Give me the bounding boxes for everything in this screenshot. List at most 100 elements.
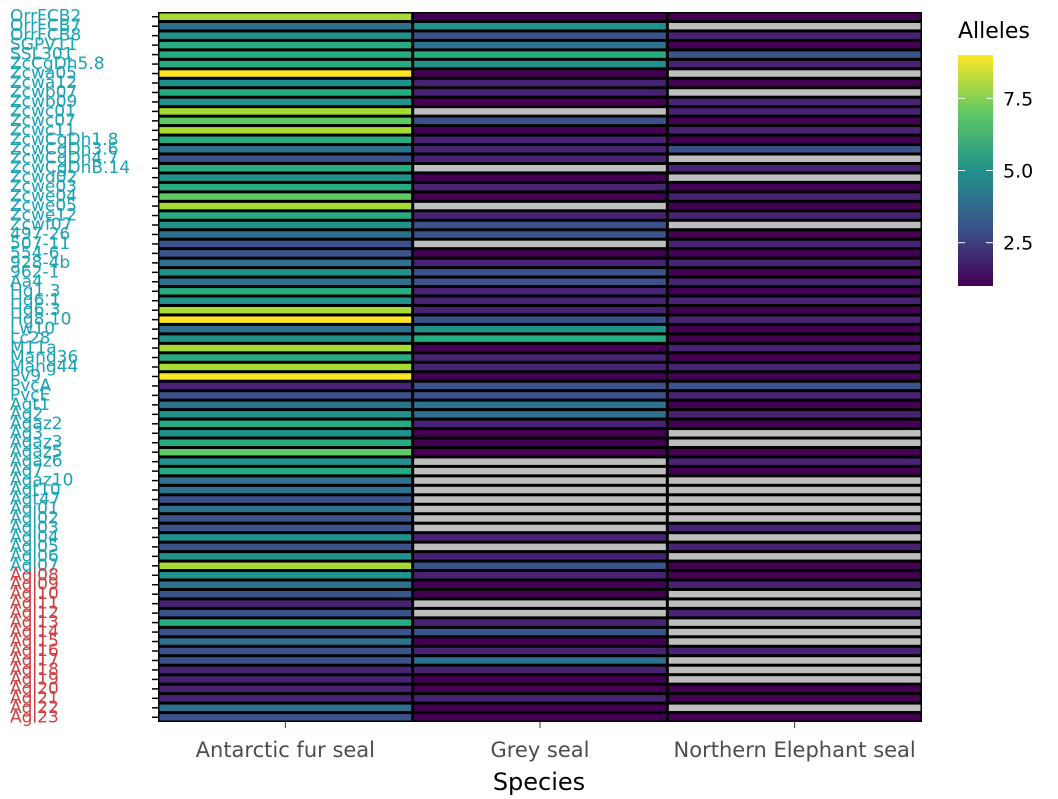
heatmap-cell <box>414 155 666 162</box>
row-label: Agi11 <box>10 594 59 614</box>
heatmap-cell <box>159 108 412 115</box>
heatmap-cell <box>414 411 666 418</box>
heatmap-cell <box>414 335 666 342</box>
heatmap-cell <box>159 164 412 172</box>
heatmap-cell <box>414 515 666 522</box>
row-label: Agaz2 <box>10 414 63 434</box>
row-label: Zcwb09 <box>10 92 77 112</box>
heatmap-cell <box>668 676 921 683</box>
heatmap-cell <box>159 174 412 181</box>
heatmap-cell <box>159 250 412 257</box>
heatmap-cell <box>668 316 921 323</box>
heatmap-cell <box>159 98 412 106</box>
heatmap-cell <box>414 430 666 437</box>
heatmap-cell <box>159 335 412 342</box>
row-label: Agi04 <box>10 527 59 547</box>
heatmap-cell <box>159 32 412 39</box>
row-label: Agaz5 <box>10 442 63 462</box>
row-label: Zcwc07 <box>10 111 76 131</box>
heatmap-cell <box>159 278 412 286</box>
heatmap-cell <box>414 60 666 68</box>
heatmap-cell <box>668 183 921 191</box>
heatmap-cell <box>159 269 412 276</box>
row-label: PvcA <box>10 376 52 396</box>
heatmap-cell <box>668 638 921 645</box>
legend: Alleles 2.5 5.0 7.5 <box>958 19 1033 286</box>
row-label: Zcwb07 <box>10 82 77 102</box>
heatmap-cell <box>159 590 412 598</box>
heatmap-cell <box>668 572 921 579</box>
heatmap-cell <box>159 212 412 219</box>
heatmap-cell <box>668 325 921 333</box>
heatmap-cell <box>159 70 412 77</box>
heatmap-cell <box>668 193 921 200</box>
heatmap-cell <box>159 373 412 380</box>
heatmap-cell <box>159 146 412 153</box>
heatmap-cell <box>668 278 921 286</box>
row-label: Agi01 <box>10 499 59 519</box>
heatmap-cell <box>414 269 666 276</box>
row-label: Ag7 <box>10 461 43 481</box>
heatmap-cell <box>414 590 666 598</box>
heatmap-cell <box>159 657 412 664</box>
row-label: OrrFCB7 <box>10 16 81 36</box>
heatmap-cell <box>668 51 921 58</box>
row-label: 497-26 <box>10 224 70 244</box>
heatmap-cell <box>159 89 412 96</box>
row-label: ZcCgDh5.8 <box>10 54 105 74</box>
row-label: SGPV11 <box>10 35 77 55</box>
heatmap-cell <box>668 41 921 49</box>
heatmap-cell <box>668 657 921 664</box>
heatmap-cell <box>159 486 412 494</box>
heatmap-cell <box>159 79 412 87</box>
heatmap-cell <box>159 259 412 267</box>
heatmap-cell <box>668 448 921 456</box>
heatmap-cell <box>159 628 412 636</box>
heatmap-cell <box>668 534 921 541</box>
heatmap-cell <box>159 448 412 456</box>
heatmap-cell <box>668 363 921 371</box>
heatmap-cell <box>414 657 666 664</box>
heatmap-cell <box>159 306 412 314</box>
row-label: ZcwCgDh3.6 <box>10 139 118 159</box>
heatmap-cell <box>414 572 666 579</box>
heatmap-cell <box>159 714 412 721</box>
heatmap-cell <box>668 108 921 115</box>
heatmap-cell <box>414 117 666 125</box>
heatmap-cell <box>668 666 921 674</box>
heatmap-cell <box>414 89 666 96</box>
heatmap-cell <box>159 136 412 144</box>
row-label: Agi22 <box>10 698 59 718</box>
heatmap-cell <box>668 401 921 409</box>
heatmap-cell <box>668 32 921 39</box>
heatmap-cell <box>159 183 412 191</box>
row-label: Agi05 <box>10 537 59 557</box>
row-label: OrrFCB2 <box>10 7 81 27</box>
heatmap-cell <box>414 174 666 181</box>
heatmap-cell <box>159 581 412 588</box>
row-label: Agi10 <box>10 584 59 604</box>
heatmap-cell <box>414 146 666 153</box>
heatmap-cell <box>414 676 666 683</box>
heatmap-cell <box>668 335 921 342</box>
row-label: Agi18 <box>10 660 59 680</box>
heatmap-cell <box>668 704 921 712</box>
row-labels: OrrFCB2OrrFCB7OrrFCB8SGPV11SSL301ZcCgDh5… <box>10 7 158 727</box>
row-label: Zcwa05 <box>10 64 77 84</box>
heatmap-cell <box>159 477 412 484</box>
heatmap-cell <box>668 524 921 532</box>
heatmap-cell <box>668 685 921 693</box>
heatmap-cell <box>159 382 412 390</box>
heatmap-cell <box>668 306 921 314</box>
heatmap-cell <box>668 411 921 418</box>
heatmap-cell <box>159 439 412 446</box>
row-label: 554-6 <box>10 243 59 263</box>
heatmap-cell <box>668 581 921 588</box>
heatmap-cell <box>668 202 921 210</box>
heatmap-cell <box>668 70 921 77</box>
row-label: Agi19 <box>10 669 59 689</box>
heatmap-cell <box>159 562 412 570</box>
heatmap-cell <box>159 288 412 295</box>
heatmap-cell <box>668 695 921 702</box>
heatmap-cell <box>414 354 666 361</box>
